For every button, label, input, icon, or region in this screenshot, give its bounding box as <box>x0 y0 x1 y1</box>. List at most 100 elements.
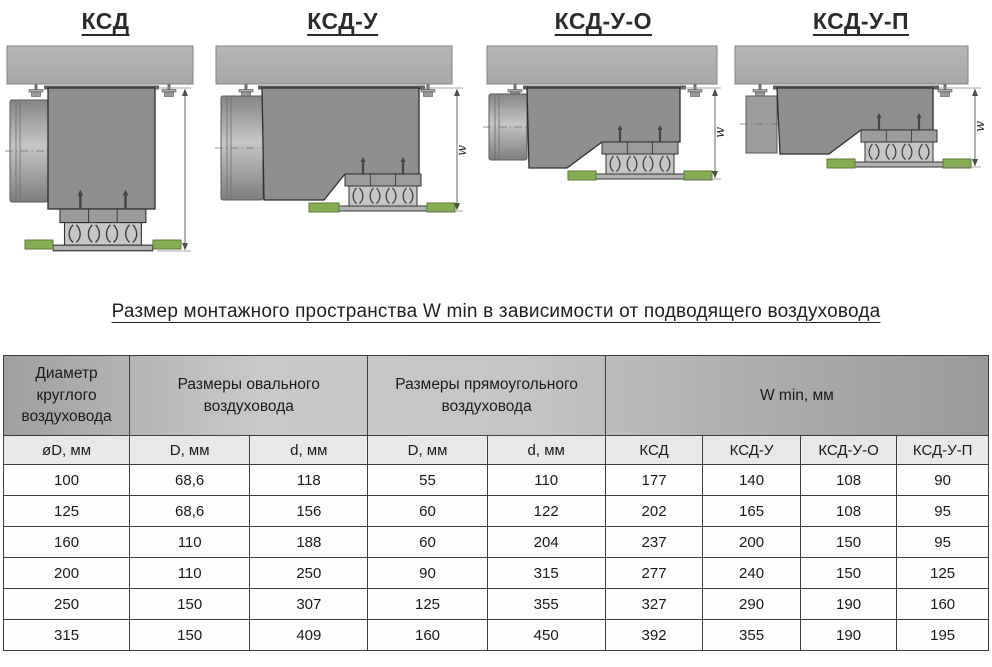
table-cell: 307 <box>249 588 369 620</box>
dimensions-table: Диаметр круглого воздуховода Размеры ова… <box>2 355 990 651</box>
table-row: 125 68,6 156 60 122 202 165 108 95 <box>2 495 989 527</box>
table-cell: 55 <box>367 464 488 496</box>
ceiling-tile <box>567 170 597 181</box>
table-cell: 60 <box>367 526 488 558</box>
table-cell: 90 <box>367 557 488 589</box>
table-cell: 188 <box>249 526 369 558</box>
table-row: 200 110 250 90 315 277 240 150 125 <box>2 557 989 589</box>
table-cell: 200 <box>702 526 801 558</box>
table-cell: 409 <box>249 619 369 651</box>
table-cell: 125 <box>2 495 131 527</box>
group-header-round-duct: Диаметр круглого воздуховода <box>2 355 131 436</box>
ceiling-slab <box>734 45 969 85</box>
table-cell: 95 <box>896 495 989 527</box>
table-cell: 108 <box>799 464 898 496</box>
ceiling-slab <box>486 45 718 85</box>
rectangular-duct <box>739 95 783 154</box>
table-cell: 190 <box>799 588 898 620</box>
table-cell: 237 <box>604 526 704 558</box>
table-row: 250 150 307 125 355 327 290 190 160 <box>2 588 989 620</box>
table-cell: 200 <box>2 557 131 589</box>
col-header: øD, мм <box>2 435 131 465</box>
hanger-bolt <box>161 83 177 97</box>
table-cell: 150 <box>129 588 251 620</box>
group-header-rect-duct: Размеры прямоугольного воздуховода <box>367 355 606 436</box>
table-group-header-row: Диаметр круглого воздуховода Размеры ова… <box>2 355 990 436</box>
oval-duct <box>214 95 267 201</box>
diagram-ksd-u-p: КСД-У-П w <box>733 6 989 269</box>
diagram-ksd-u: КСД-У w <box>212 6 474 269</box>
section-title: Размер монтажного пространства W min в з… <box>111 301 881 322</box>
diagram-drawing-ksd-u-p: w <box>734 45 988 169</box>
table-cell: 165 <box>702 495 801 527</box>
table-cell: 100 <box>2 464 131 496</box>
hanger-bolt <box>688 83 703 97</box>
table-cell: 150 <box>129 619 251 651</box>
table-cell: 110 <box>486 464 606 496</box>
table-cell: 190 <box>799 619 898 651</box>
hanger-bolt <box>752 83 768 97</box>
oval-duct <box>483 93 534 161</box>
hanger-bolt <box>28 83 44 97</box>
table-cell: 150 <box>799 526 898 558</box>
diagram-title-ksd-u: КСД-У <box>307 8 379 34</box>
table-cell: 392 <box>604 619 704 651</box>
table-cell: 156 <box>249 495 369 527</box>
table-cell: 277 <box>604 557 704 589</box>
hanger-bolt <box>937 83 953 97</box>
w-label: w <box>455 145 470 156</box>
diagram-drawing-ksd-u-o: w <box>483 45 728 181</box>
ceiling-tile <box>24 239 54 250</box>
table-cell: 355 <box>486 588 606 620</box>
table-cell: 60 <box>367 495 488 527</box>
col-header: КСД-У <box>702 435 801 465</box>
table-cell: 95 <box>896 526 989 558</box>
table-cell: 68,6 <box>129 464 251 496</box>
table-cell: 118 <box>249 464 369 496</box>
col-header: d, мм <box>249 435 369 465</box>
table-column-header-row: øD, мм D, мм d, мм D, мм d, мм КСД КСД-У… <box>2 435 989 465</box>
ceiling-tile <box>308 202 340 213</box>
ceiling-tile <box>826 158 856 169</box>
table-cell: 160 <box>367 619 488 651</box>
col-header: D, мм <box>129 435 251 465</box>
table-cell: 315 <box>486 557 606 589</box>
ceiling-tile <box>426 202 456 213</box>
diagram-title-ksd: КСД <box>81 8 130 34</box>
col-header: D, мм <box>367 435 488 465</box>
ceiling-slab <box>215 45 453 85</box>
ceiling-slab <box>6 45 194 85</box>
diagram-ksd-u-o: КСД-У-О w <box>477 6 729 269</box>
table-cell: 68,6 <box>129 495 251 527</box>
table-cell: 240 <box>702 557 801 589</box>
diagram-title-ksd-u-p: КСД-У-П <box>812 8 910 34</box>
table-cell: 195 <box>896 619 989 651</box>
table-row: 315 150 409 160 450 392 355 190 195 <box>2 619 989 651</box>
table-cell: 160 <box>896 588 989 620</box>
hanger-bolt <box>238 83 253 97</box>
table-cell: 202 <box>604 495 704 527</box>
table-cell: 327 <box>604 588 704 620</box>
table-cell: 140 <box>702 464 801 496</box>
group-header-oval-duct: Размеры овального воздуховода <box>129 355 369 436</box>
diagram-drawing-ksd <box>5 45 194 253</box>
dimension-line: w <box>938 87 988 168</box>
table-cell: 355 <box>702 619 801 651</box>
ceiling-tile <box>942 158 972 169</box>
diagram-title-ksd-u-o: КСД-У-О <box>554 8 653 34</box>
table-row: 160 110 188 60 204 237 200 150 95 <box>2 526 989 558</box>
table-cell: 108 <box>799 495 898 527</box>
table-cell: 125 <box>896 557 989 589</box>
table-cell: 315 <box>2 619 131 651</box>
w-label: w <box>713 127 728 138</box>
silencer-box <box>47 87 156 210</box>
ceiling-tile <box>683 170 713 181</box>
table-cell: 125 <box>367 588 488 620</box>
table-cell: 290 <box>702 588 801 620</box>
table-row: 100 68,6 118 55 110 177 140 108 90 <box>2 464 989 496</box>
diagram-drawing-ksd-u: w <box>214 45 470 213</box>
dimension-line <box>155 87 191 252</box>
col-header: КСД-У-П <box>896 435 989 465</box>
table-cell: 122 <box>486 495 606 527</box>
